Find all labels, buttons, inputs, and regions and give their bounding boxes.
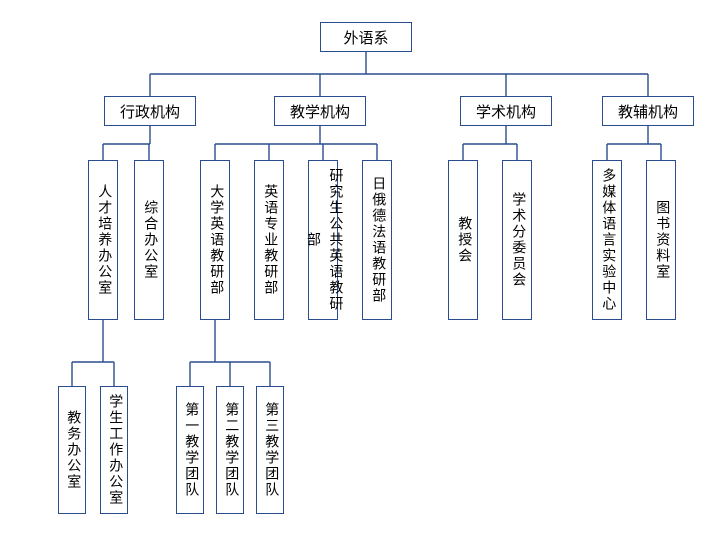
node-t1: 第一教学团队 [176,386,204,514]
node-support: 教辅机构 [602,96,694,126]
node-sw: 学生工作办公室 [100,386,128,514]
org-chart: 外语系 行政机构 教学机构 学术机构 教辅机构 人才培养办公室 综合办公室 大学… [10,10,720,533]
node-library: 图书资料室 [646,160,676,320]
node-media: 多媒体语言实验中心 [592,160,622,320]
node-aa: 教务办公室 [58,386,86,514]
node-t3: 第三教学团队 [256,386,284,514]
node-college: 大学英语教研部 [200,160,230,320]
node-teaching: 教学机构 [274,96,366,126]
node-root: 外语系 [320,22,412,52]
node-grad: 研究生公共英语教研部 [308,160,338,320]
node-talent: 人才培养办公室 [88,160,118,320]
node-committee: 学术分委员会 [502,160,532,320]
node-jrg: 日俄德法语教研部 [362,160,392,320]
node-prof: 教授会 [448,160,478,320]
node-admin: 行政机构 [104,96,196,126]
node-t2: 第二教学团队 [216,386,244,514]
node-academic: 学术机构 [460,96,552,126]
node-major: 英语专业教研部 [254,160,284,320]
node-general: 综合办公室 [134,160,164,320]
